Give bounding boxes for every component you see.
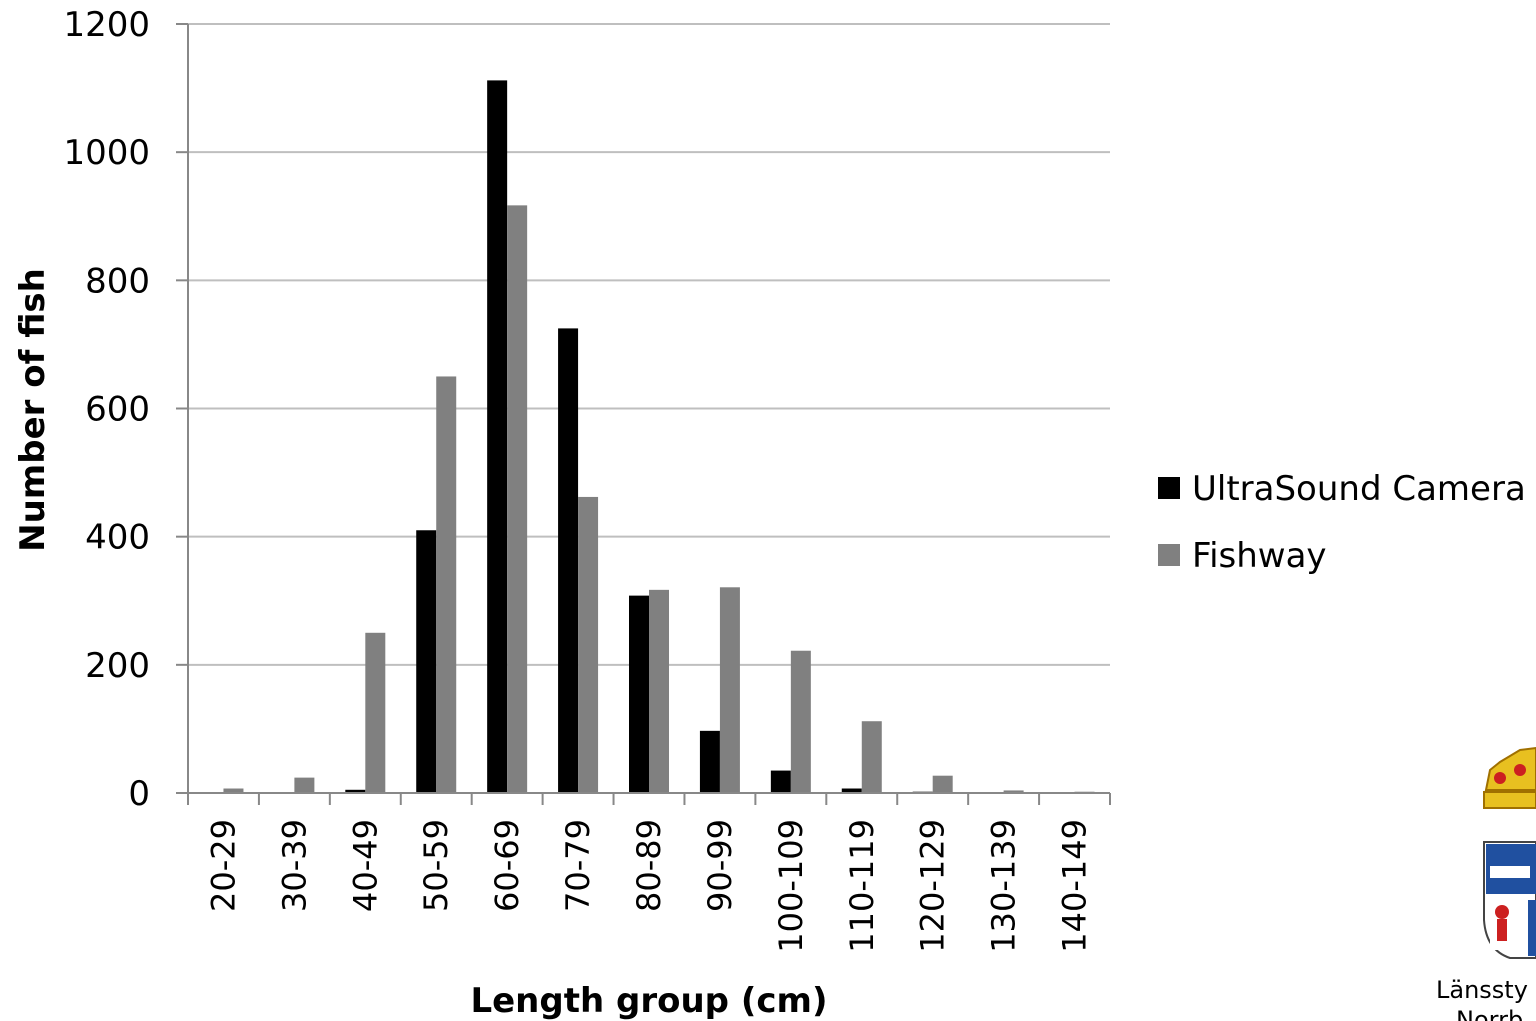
bar-ultrasound-60-69 (487, 80, 508, 794)
y-tick-labels: 0 200 400 600 800 1000 1200 (63, 5, 150, 814)
bar-ultrasound-110-119 (841, 788, 862, 793)
bar-ultrasound-40-49 (345, 789, 366, 793)
bars (223, 80, 1095, 794)
y-tick-label: 200 (85, 646, 150, 686)
bar-fishway-20-29 (223, 788, 244, 793)
bar-fishway-40-49 (365, 632, 386, 793)
bar-fishway-90-99 (719, 587, 740, 793)
county-coat-of-arms-icon (1483, 746, 1536, 959)
bar-ultrasound-100-109 (770, 770, 791, 793)
y-tick-label: 400 (85, 518, 150, 558)
y-tick-label: 0 (128, 774, 150, 814)
x-tick-label: 110-119 (843, 819, 881, 953)
y-tick-label: 800 (85, 261, 150, 301)
bar-fishway-130-139 (1003, 790, 1024, 793)
legend-label-ultrasound: UltraSound Camera (1192, 469, 1526, 509)
x-tick-label: 50-59 (417, 819, 455, 912)
x-axis-title: Length group (cm) (470, 981, 827, 1021)
x-tick-label: 100-109 (772, 819, 810, 953)
legend-label-fishway: Fishway (1192, 536, 1327, 576)
y-tick-label: 1200 (63, 5, 150, 45)
x-tick-label: 30-39 (275, 819, 313, 912)
bar-ultrasound-70-79 (558, 328, 579, 793)
bar-fishway-110-119 (861, 721, 882, 793)
legend-swatch-ultrasound (1158, 477, 1180, 499)
logo-text-line1: Länssty (1436, 976, 1528, 1004)
x-tick-label: 40-49 (346, 819, 384, 912)
y-axis-title: Number of fish (13, 268, 53, 552)
bar-ultrasound-50-59 (416, 530, 437, 793)
x-tick-label: 140-149 (1056, 819, 1094, 953)
bar-fishway-60-69 (507, 205, 528, 793)
bar-fishway-30-39 (294, 777, 315, 793)
bar-fishway-100-109 (790, 650, 811, 793)
x-tick-labels: 20-29 30-39 40-49 50-59 60-69 70-79 80-89 90-99… (204, 819, 1093, 953)
bar-fishway-80-89 (649, 589, 669, 793)
axes (176, 24, 1111, 805)
bar-ultrasound-90-99 (699, 730, 720, 793)
x-tick-label: 60-69 (488, 819, 526, 912)
bar-fishway-120-129 (932, 775, 953, 793)
bar-fishway-50-59 (436, 376, 457, 793)
x-tick-label: 70-79 (559, 819, 597, 912)
y-tick-label: 1000 (63, 133, 150, 173)
legend: UltraSound Camera Fishway (1158, 469, 1526, 576)
x-tick-label: 80-89 (630, 819, 668, 912)
x-tick-label: 90-99 (701, 819, 739, 912)
x-tick-label: 120-129 (914, 819, 952, 953)
y-tick-label: 600 (85, 390, 150, 430)
x-tick-label: 130-139 (985, 819, 1023, 953)
bar-fishway-70-79 (578, 496, 599, 793)
bar-ultrasound-80-89 (629, 595, 649, 793)
logo-text-line2: Norrb (1456, 1006, 1523, 1021)
x-tick-label: 20-29 (204, 819, 242, 912)
legend-swatch-fishway (1158, 544, 1180, 566)
gridlines (176, 23, 1110, 794)
